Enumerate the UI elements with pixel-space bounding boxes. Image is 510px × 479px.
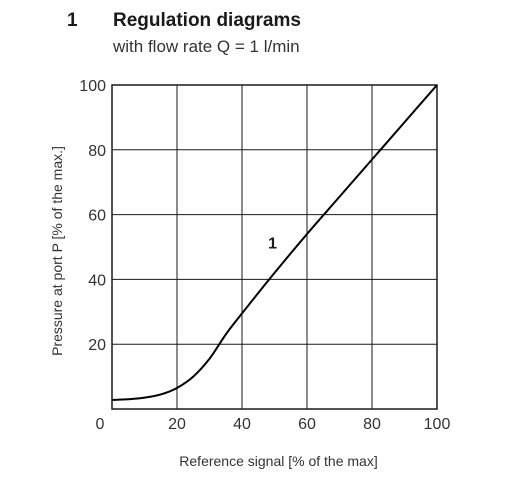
- x-axis-ticks: 0 20 40 60 80 100: [96, 416, 451, 433]
- y-axis-ticks: 20 40 60 80 100: [79, 78, 106, 354]
- x-tick-label: 60: [298, 416, 316, 433]
- y-axis-title: Pressure at port P [% of the max.]: [49, 146, 65, 356]
- y-tick-label: 20: [88, 337, 106, 354]
- x-tick-label: 40: [233, 416, 251, 433]
- chart-title: Regulation diagrams: [113, 10, 301, 31]
- x-tick-label: 20: [168, 416, 186, 433]
- y-tick-label: 80: [88, 143, 106, 160]
- x-tick-label: 100: [424, 416, 451, 433]
- section-number: 1: [67, 10, 78, 31]
- series-line-1: [111, 84, 438, 401]
- y-tick-label: 100: [79, 78, 106, 95]
- y-tick-label: 40: [88, 272, 106, 289]
- curve-label-1: 1: [268, 236, 277, 253]
- x-tick-label: 80: [363, 416, 381, 433]
- chart-subtitle: with flow rate Q = 1 l/min: [113, 37, 300, 56]
- x-tick-label: 0: [96, 416, 105, 433]
- chart-grid: [112, 85, 437, 409]
- x-axis-title: Reference signal [% of the max]: [179, 453, 377, 469]
- y-tick-label: 60: [88, 208, 106, 225]
- plot-frame: [111, 84, 438, 410]
